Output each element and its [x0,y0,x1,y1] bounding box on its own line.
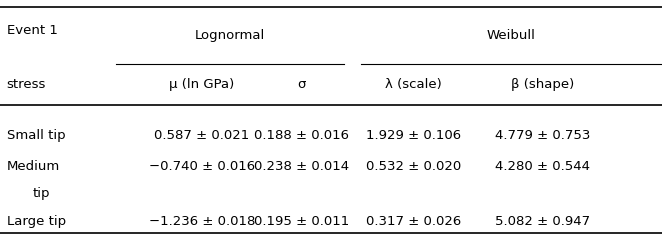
Text: 0.317 ± 0.026: 0.317 ± 0.026 [366,215,461,228]
Text: μ (ln GPa): μ (ln GPa) [169,78,234,91]
Text: Large tip: Large tip [7,215,66,228]
Text: 4.779 ± 0.753: 4.779 ± 0.753 [495,129,591,142]
Text: stress: stress [7,78,46,91]
Text: −1.236 ± 0.018: −1.236 ± 0.018 [149,215,255,228]
Text: Medium: Medium [7,160,60,173]
Text: λ (scale): λ (scale) [385,78,442,91]
Text: −0.740 ± 0.016: −0.740 ± 0.016 [149,160,255,173]
Text: 0.238 ± 0.014: 0.238 ± 0.014 [254,160,349,173]
Text: tip: tip [33,188,50,200]
Text: β (shape): β (shape) [511,78,575,91]
Text: Lognormal: Lognormal [195,29,265,42]
Text: 0.195 ± 0.011: 0.195 ± 0.011 [254,215,349,228]
Text: Weibull: Weibull [487,29,536,42]
Text: 1.929 ± 0.106: 1.929 ± 0.106 [366,129,461,142]
Text: 0.188 ± 0.016: 0.188 ± 0.016 [254,129,349,142]
Text: Event 1: Event 1 [7,25,58,37]
Text: σ: σ [297,78,305,91]
Text: 0.532 ± 0.020: 0.532 ± 0.020 [366,160,461,173]
Text: 5.082 ± 0.947: 5.082 ± 0.947 [495,215,591,228]
Text: 4.280 ± 0.544: 4.280 ± 0.544 [495,160,591,173]
Text: Small tip: Small tip [7,129,66,142]
Text: 0.587 ± 0.021: 0.587 ± 0.021 [154,129,250,142]
